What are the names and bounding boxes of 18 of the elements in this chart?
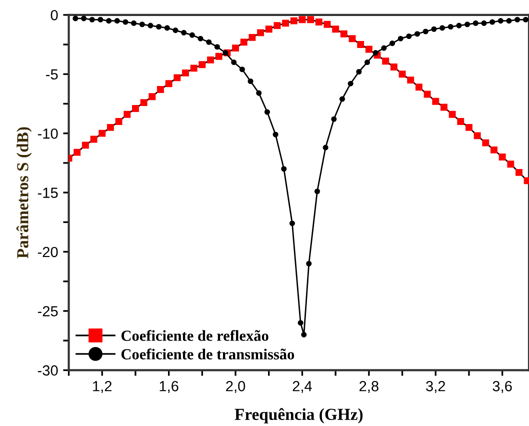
x-tick-label: 2,0 [226, 380, 246, 394]
x-tick-label: 1,2 [93, 380, 112, 394]
y-tick-label: -5 [46, 69, 58, 80]
y-tick-label: 0 [50, 10, 58, 20]
x-tick-label: 2,4 [292, 380, 312, 394]
x-tick-label: 3,2 [426, 380, 446, 394]
y-tick-label: -30 [38, 365, 58, 376]
legend-label: Coeficiente de transmissão [121, 348, 294, 360]
x-tick-label: 3,6 [492, 380, 512, 394]
x-axis-title: Frequência (GHz) [234, 408, 363, 424]
x-tick-label: 2,8 [360, 380, 378, 394]
y-tick-label: -25 [38, 306, 58, 316]
x-tick-label: 1,6 [160, 380, 178, 394]
y-axis-title: Parâmetros S (dB) [16, 127, 32, 258]
y-tick-label: -10 [38, 128, 58, 139]
y-tick-label: -15 [38, 188, 58, 198]
legend-label: Coeficiente de reflexão [121, 330, 268, 341]
y-tick-label: -20 [38, 246, 58, 258]
